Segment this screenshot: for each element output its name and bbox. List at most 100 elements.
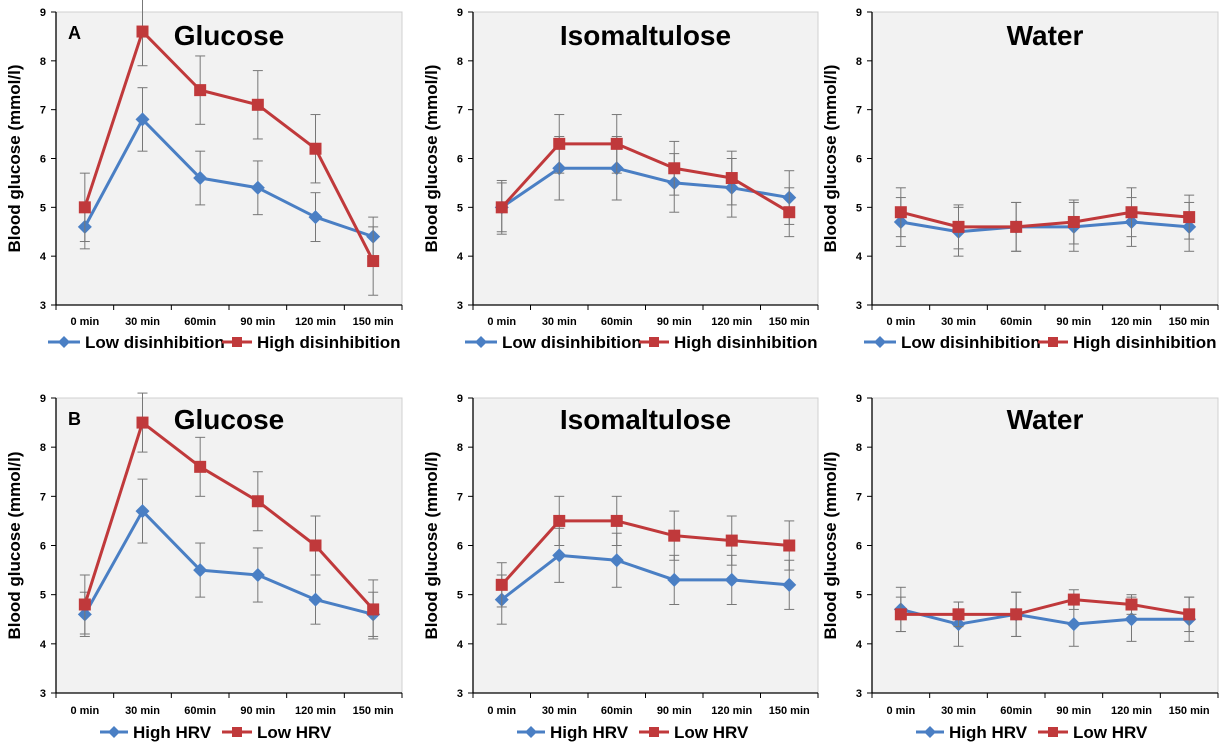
data-point bbox=[609, 553, 624, 568]
data-point bbox=[552, 548, 567, 563]
data-point bbox=[136, 25, 149, 38]
data-point bbox=[1125, 206, 1138, 219]
y-tick-label: 7 bbox=[457, 105, 463, 117]
x-tick-label: 30 min bbox=[941, 705, 976, 717]
data-point bbox=[194, 460, 207, 473]
data-point bbox=[495, 578, 508, 591]
x-tick-label: 150 min bbox=[769, 705, 810, 717]
data-point bbox=[553, 514, 566, 527]
legend-marker bbox=[58, 336, 70, 348]
y-tick-label: 4 bbox=[856, 251, 863, 263]
data-point bbox=[1066, 617, 1081, 632]
y-tick-label: 8 bbox=[457, 442, 463, 454]
x-tick-label: 60min bbox=[601, 705, 633, 717]
data-point bbox=[367, 255, 380, 268]
chart-title: Isomaltulose bbox=[560, 404, 731, 435]
data-point bbox=[610, 514, 623, 527]
y-tick-label: 7 bbox=[856, 105, 862, 117]
x-tick-label: 150 min bbox=[769, 316, 810, 328]
y-tick-label: 6 bbox=[856, 154, 862, 166]
series-line bbox=[500, 142, 791, 214]
series-line bbox=[83, 509, 374, 616]
legend: Low disinhibition High disinhibition bbox=[48, 333, 401, 352]
x-tick-label: 90 min bbox=[657, 705, 692, 717]
x-tick-label: 90 min bbox=[240, 705, 275, 717]
data-point bbox=[193, 171, 208, 186]
x-tick-label: 150 min bbox=[353, 705, 394, 717]
chart-title: Isomaltulose bbox=[560, 20, 731, 51]
data-point bbox=[136, 416, 149, 429]
x-tick-label: 150 min bbox=[1169, 705, 1210, 717]
series-2 bbox=[495, 114, 796, 238]
data-point bbox=[553, 137, 566, 150]
x-tick-label: 60min bbox=[184, 705, 216, 717]
y-tick-label: 5 bbox=[40, 202, 46, 214]
data-point bbox=[367, 603, 380, 616]
data-point bbox=[894, 206, 907, 219]
y-tick-label: 4 bbox=[40, 251, 47, 263]
x-tick-label: 30 min bbox=[125, 316, 160, 328]
data-point bbox=[725, 534, 738, 547]
data-point bbox=[668, 162, 681, 175]
plot-area bbox=[55, 11, 403, 306]
y-tick-label: 3 bbox=[856, 688, 862, 700]
data-point bbox=[251, 495, 264, 508]
data-point bbox=[193, 563, 208, 578]
series-line bbox=[900, 220, 1190, 234]
chart-title: Glucose bbox=[174, 404, 284, 435]
x-tick-label: 120 min bbox=[295, 705, 336, 717]
series-2 bbox=[78, 0, 380, 296]
data-point bbox=[894, 608, 907, 621]
legend-marker bbox=[1048, 727, 1058, 737]
x-tick-label: 90 min bbox=[1056, 705, 1091, 717]
data-point bbox=[1183, 608, 1196, 621]
x-tick-label: 30 min bbox=[542, 705, 577, 717]
y-tick-label: 7 bbox=[856, 491, 862, 503]
legend-label: High HRV bbox=[133, 723, 212, 742]
data-point bbox=[667, 572, 682, 587]
legend-label: High disinhibition bbox=[257, 333, 401, 352]
y-axis-label: Blood glucose (mmol/l) bbox=[422, 452, 441, 640]
series-2 bbox=[495, 495, 796, 608]
y-tick-label: 8 bbox=[856, 56, 862, 68]
y-tick-label: 3 bbox=[40, 688, 46, 700]
y-tick-label: 6 bbox=[457, 541, 463, 553]
x-tick-label: 90 min bbox=[1056, 316, 1091, 328]
y-tick-label: 7 bbox=[457, 491, 463, 503]
legend-label: Low disinhibition bbox=[502, 333, 642, 352]
y-tick-label: 3 bbox=[457, 300, 463, 312]
plot-area bbox=[55, 397, 403, 694]
x-tick-label: 0 min bbox=[487, 705, 516, 717]
data-point bbox=[1010, 608, 1023, 621]
data-point bbox=[1124, 612, 1139, 627]
data-point bbox=[724, 572, 739, 587]
y-tick-label: 4 bbox=[40, 639, 47, 651]
x-tick-label: 30 min bbox=[542, 316, 577, 328]
data-point bbox=[610, 137, 623, 150]
y-axis-label: Blood glucose (mmol/l) bbox=[5, 65, 24, 253]
legend-label: Low HRV bbox=[257, 723, 332, 742]
data-point bbox=[952, 220, 965, 233]
y-tick-label: 3 bbox=[40, 300, 46, 312]
x-tick-label: 120 min bbox=[711, 316, 752, 328]
x-tick-label: 0 min bbox=[70, 316, 99, 328]
legend-label: Low disinhibition bbox=[85, 333, 225, 352]
y-tick-label: 8 bbox=[856, 442, 862, 454]
data-point bbox=[250, 180, 265, 195]
data-point bbox=[308, 592, 323, 607]
x-tick-label: 60min bbox=[1000, 705, 1032, 717]
legend-marker bbox=[924, 726, 936, 738]
y-axis-label: Blood glucose (mmol/l) bbox=[821, 452, 840, 640]
series-2 bbox=[894, 187, 1196, 252]
y-tick-label: 5 bbox=[40, 590, 46, 602]
data-point bbox=[725, 172, 738, 185]
series-line bbox=[83, 421, 375, 611]
legend: High HRV Low HRV bbox=[100, 723, 332, 742]
legend-label: High disinhibition bbox=[1073, 333, 1217, 352]
chart-title: Water bbox=[1007, 20, 1084, 51]
